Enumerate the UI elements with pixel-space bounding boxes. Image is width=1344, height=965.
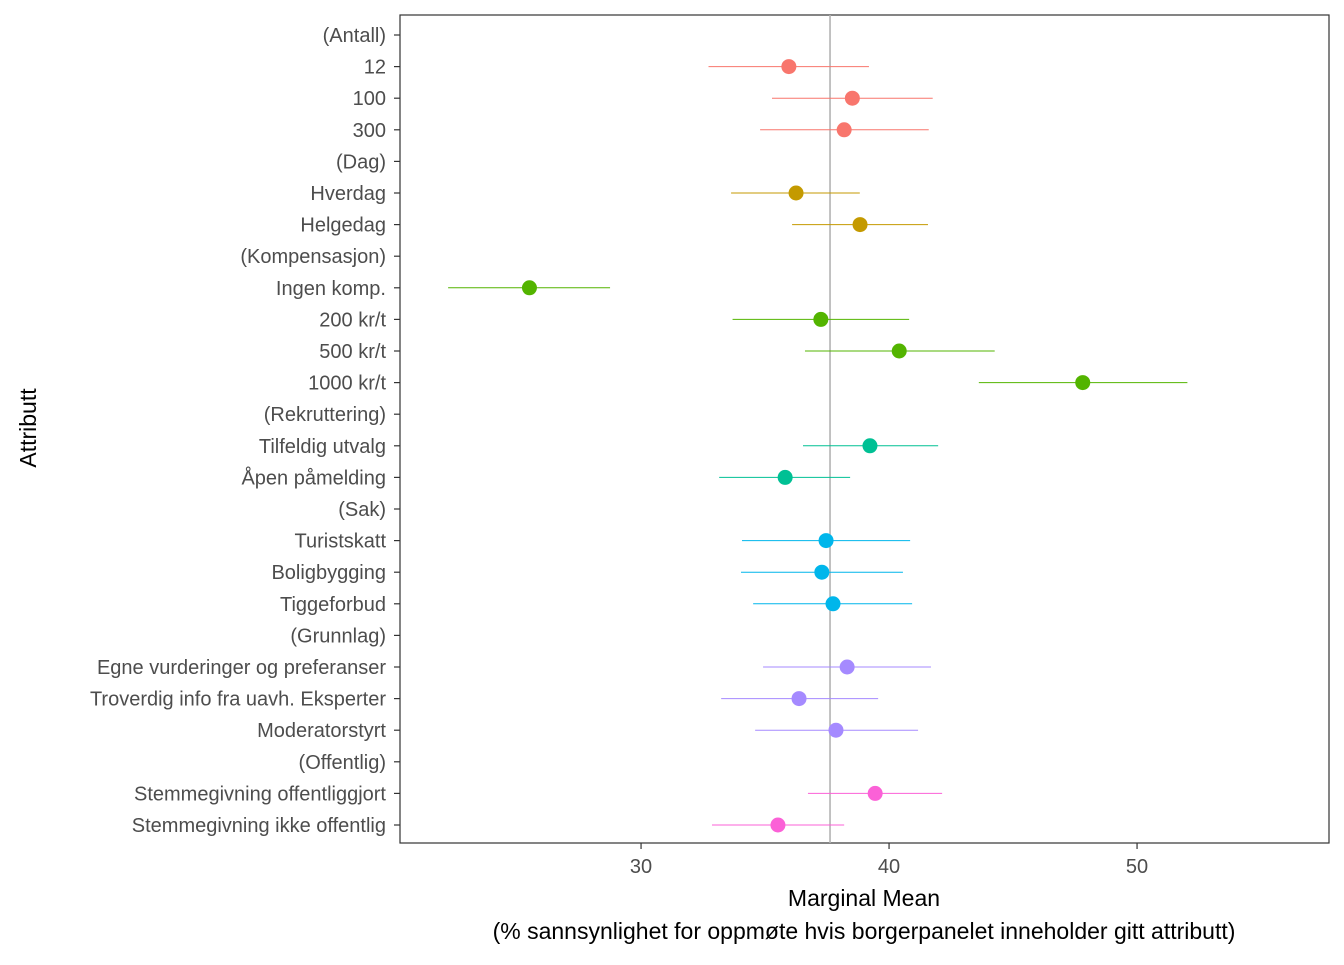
y-tick-label: 200 kr/t xyxy=(319,309,386,331)
y-tick-label: Moderatorstyrt xyxy=(257,720,386,742)
panel-border xyxy=(399,14,1330,844)
y-tick-label: (Kompensasjon) xyxy=(240,246,386,268)
estimate-point xyxy=(770,817,786,833)
y-tick-label: 1000 kr/t xyxy=(308,373,386,395)
y-tick-label: Tiggeforbud xyxy=(280,594,386,616)
y-tick-label: Stemmegivning ikke offentlig xyxy=(132,815,386,837)
x-axis-subtitle: (% sannsynlighet for oppmøte hvis borger… xyxy=(493,918,1236,944)
y-tick-label: (Grunnlag) xyxy=(290,625,386,647)
y-tick-label: 300 xyxy=(353,120,386,142)
estimate-point xyxy=(813,311,829,327)
y-tick-label: 12 xyxy=(364,57,386,79)
y-tick-label: Åpen påmelding xyxy=(241,466,386,489)
y-axis: (Antall) 12 100 300 (Dag) Hverdag Helgedag (Kom… xyxy=(90,25,400,837)
y-tick-label: 500 kr/t xyxy=(319,341,386,363)
estimate-point xyxy=(791,691,807,707)
plot-area xyxy=(399,14,1330,844)
y-tick-label: (Rekruttering) xyxy=(264,404,386,426)
y-tick-label: Hverdag xyxy=(310,183,386,205)
y-tick-label: (Offentlig) xyxy=(299,752,386,774)
estimate-point xyxy=(818,533,834,549)
y-tick-label: (Antall) xyxy=(323,25,386,47)
x-tick-label: 50 xyxy=(1126,856,1148,878)
x-axis: 30 40 50 xyxy=(630,843,1148,878)
x-tick-label: 30 xyxy=(630,856,652,878)
estimate-point xyxy=(852,217,868,233)
y-tick-label: Turistskatt xyxy=(295,531,387,553)
y-tick-label: (Sak) xyxy=(338,499,386,521)
estimate-point xyxy=(814,564,830,580)
y-axis-title: Attributt xyxy=(15,388,41,468)
y-tick-label: 100 xyxy=(353,88,386,110)
estimate-point xyxy=(836,122,852,138)
estimate-point xyxy=(839,659,855,675)
estimate-point xyxy=(788,185,804,201)
y-tick-label: Helgedag xyxy=(300,215,386,237)
estimate-point xyxy=(844,90,860,106)
y-tick-label: Ingen komp. xyxy=(276,278,386,300)
estimate-point xyxy=(777,469,793,485)
estimate-point xyxy=(1075,375,1091,391)
estimate-point xyxy=(521,280,537,296)
estimate-point xyxy=(891,343,907,359)
estimate-point xyxy=(781,59,797,75)
y-tick-label: Troverdig info fra uavh. Eksperter xyxy=(90,689,386,711)
estimate-point xyxy=(825,596,841,612)
y-tick-label: Tilfeldig utvalg xyxy=(259,436,386,458)
estimate-point xyxy=(828,722,844,738)
x-axis-title: Marginal Mean xyxy=(788,885,940,911)
estimate-point xyxy=(862,438,878,454)
y-tick-label: (Dag) xyxy=(336,151,386,173)
y-tick-label: Boligbygging xyxy=(271,562,386,584)
estimate-point xyxy=(867,785,883,801)
x-tick-label: 40 xyxy=(878,856,900,878)
y-tick-label: Egne vurderinger og preferanser xyxy=(97,657,386,679)
y-tick-label: Stemmegivning offentliggjort xyxy=(134,783,386,805)
